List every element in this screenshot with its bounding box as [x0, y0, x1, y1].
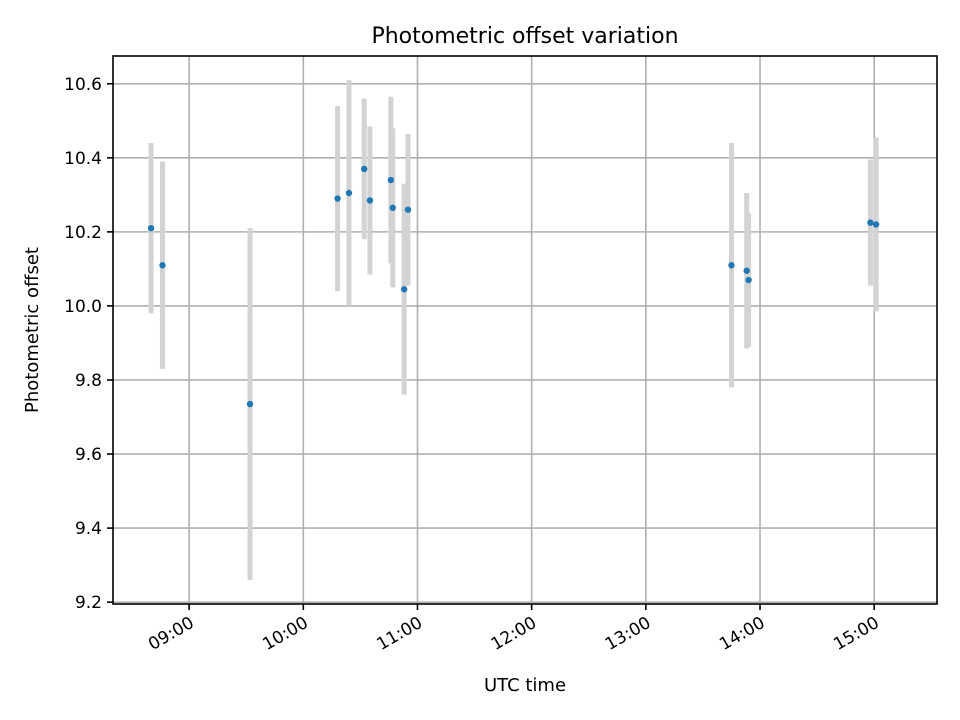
- x-tick-label: 11:00: [374, 613, 426, 655]
- y-tick-label: 9.2: [75, 593, 102, 613]
- chart-title: Photometric offset variation: [371, 24, 678, 49]
- data-point: [387, 176, 395, 184]
- data-point: [366, 197, 374, 204]
- x-tick-label: 15:00: [830, 613, 882, 655]
- grid: [113, 56, 937, 604]
- data-point: [360, 165, 368, 173]
- plot-frame: [112, 55, 938, 605]
- data-point: [159, 262, 166, 269]
- error-bars: [148, 80, 879, 580]
- y-tick-label: 9.6: [75, 445, 102, 465]
- data-point: [334, 195, 341, 202]
- x-tick-label: 13:00: [602, 613, 654, 655]
- x-tick-label: 12:00: [488, 613, 540, 655]
- data-point: [743, 267, 750, 274]
- data-point: [867, 219, 874, 226]
- y-tick-label: 9.8: [75, 371, 102, 391]
- data-point: [728, 262, 735, 269]
- y-tick-label: 10.2: [64, 223, 102, 243]
- y-axis-label: Photometric offset: [22, 247, 43, 413]
- data-point: [745, 276, 752, 284]
- y-tick-label: 10.4: [64, 149, 102, 169]
- y-tick-label: 10.0: [64, 297, 102, 317]
- data-point: [872, 221, 880, 228]
- data-point: [389, 204, 396, 212]
- data-point: [400, 286, 408, 293]
- data-point: [345, 189, 353, 197]
- y-tick-label: 10.6: [64, 75, 102, 95]
- data-point: [404, 206, 412, 213]
- data-point: [246, 400, 254, 408]
- y-tick-label: 9.4: [75, 519, 102, 539]
- x-tick-label: 10:00: [259, 613, 311, 655]
- x-tick-label: 14:00: [716, 613, 768, 655]
- x-tick-label: 09:00: [145, 613, 197, 655]
- x-axis-label: UTC time: [484, 675, 566, 696]
- data-points: [147, 165, 880, 408]
- data-point: [147, 224, 155, 232]
